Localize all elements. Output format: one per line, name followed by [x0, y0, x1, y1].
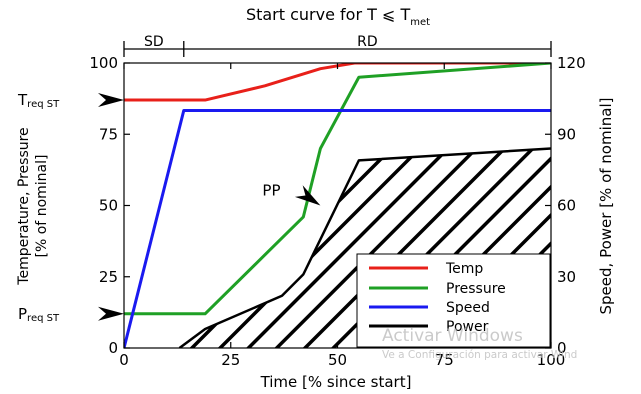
y-tick-label-left: 50 — [99, 197, 118, 215]
y-tick-label-left: 75 — [99, 125, 118, 143]
preq-label: Preq ST — [18, 305, 60, 324]
legend-label-temp: Temp — [445, 261, 483, 277]
x-tick-label: 50 — [328, 351, 347, 369]
legend-label-speed: Speed — [446, 300, 490, 316]
treq-arrow — [98, 93, 124, 107]
x-axis-label: Time [% since start] — [260, 373, 412, 391]
legend-label-pressure: Pressure — [446, 281, 506, 297]
watermark-line1: Activar Windows — [382, 326, 523, 346]
watermark-line2: Ve a Configuración para activar Wind — [382, 349, 577, 361]
pp-label: PP — [262, 182, 280, 200]
x-tick-label: 0 — [119, 351, 129, 369]
y-tick-label-left: 25 — [99, 268, 118, 286]
y-tick-label-right: 120 — [557, 54, 586, 72]
x-tick-label: 25 — [221, 351, 240, 369]
y-tick-label-left: 0 — [108, 339, 118, 357]
phase-label-rd: RD — [357, 34, 378, 50]
phase-label-sd: SD — [144, 34, 164, 50]
y-tick-label-right: 90 — [557, 125, 576, 143]
chart-title: Start curve for T ⩽ Tmet — [246, 5, 430, 28]
treq-label: Treq ST — [17, 91, 60, 110]
y-tick-label-left: 100 — [89, 54, 118, 72]
y-axis-label-left-line1: Temperature, Pressure — [16, 127, 32, 285]
y-tick-label-right: 60 — [557, 197, 576, 215]
phase-bar — [124, 41, 551, 57]
annotations: Treq ST Preq ST PP — [17, 91, 320, 324]
preq-arrow — [98, 307, 124, 321]
chart-title-subscript: met — [410, 17, 430, 28]
y-axis-label-left-line2: [% of nominal] — [34, 155, 50, 258]
y-axis-label-right: Speed, Power [% of nominal] — [597, 98, 615, 315]
y-tick-label-right: 30 — [557, 268, 576, 286]
